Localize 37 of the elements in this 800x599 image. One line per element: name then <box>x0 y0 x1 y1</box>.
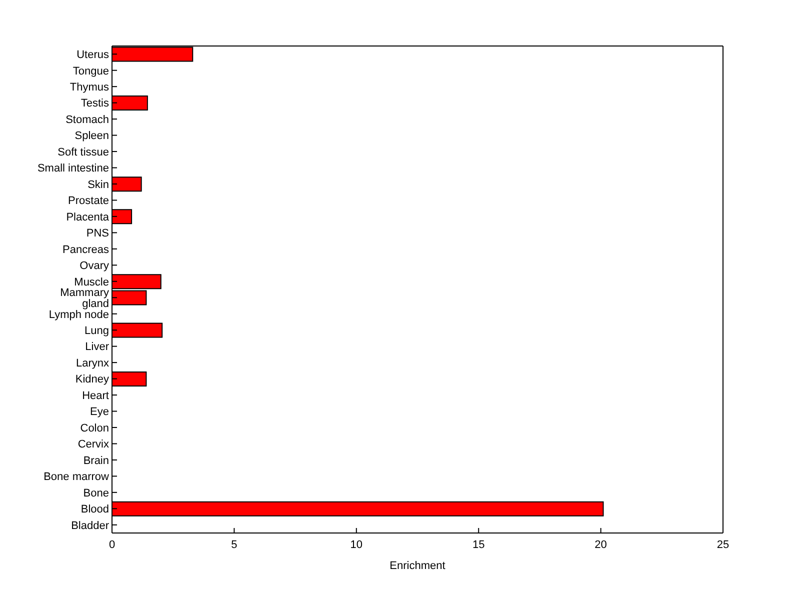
y-tick-label: Placenta <box>66 211 110 224</box>
y-tick-label: Kidney <box>75 374 110 386</box>
y-tick-label: Tongue <box>72 65 109 78</box>
y-tick-label: Colon <box>80 422 109 434</box>
y-tick-label: Cervix <box>78 438 110 451</box>
y-tick-label: Spleen <box>74 130 109 142</box>
y-tick-label: Uterus <box>76 49 110 62</box>
y-tick-label: Mammary gland <box>60 287 110 310</box>
y-tick-label: PNS <box>86 228 109 240</box>
y-tick-label: Bladder <box>71 520 110 532</box>
y-tick-label: Heart <box>82 390 109 402</box>
y-tick-label: Pancreas <box>62 244 110 256</box>
y-tick-label: Small intestine <box>37 162 109 175</box>
y-tick-label: Thymus <box>70 81 110 94</box>
y-tick-label: Lung <box>84 324 109 337</box>
x-axis-title: Enrichment <box>390 560 446 572</box>
y-tick-label: Muscle <box>74 276 109 288</box>
x-tick-label: 20 <box>594 538 607 551</box>
x-tick-label: 0 <box>108 538 116 551</box>
y-tick-label: Soft tissue <box>58 146 109 158</box>
y-tick-label: Prostate <box>68 195 109 208</box>
y-tick-label: Ovary <box>80 260 110 272</box>
x-tick-label: 25 <box>716 538 730 551</box>
x-tick-label: 10 <box>350 538 363 551</box>
y-tick-label: Lymph node <box>48 308 109 321</box>
y-tick-label: Bone <box>83 487 109 500</box>
y-tick-label: Skin <box>88 178 109 191</box>
y-tick-label: Bone marrow <box>44 471 110 484</box>
x-tick-label: 15 <box>472 538 485 551</box>
y-tick-label: Stomach <box>66 114 109 126</box>
y-tick-label: Eye <box>90 406 109 418</box>
y-tick-label: Liver <box>85 341 110 354</box>
y-tick-label: Larynx <box>76 357 110 370</box>
x-tick-label: 5 <box>231 538 238 551</box>
y-tick-label: Blood <box>80 504 109 516</box>
y-tick-label: Brain <box>83 454 109 467</box>
y-tick-label: Testis <box>80 98 110 110</box>
